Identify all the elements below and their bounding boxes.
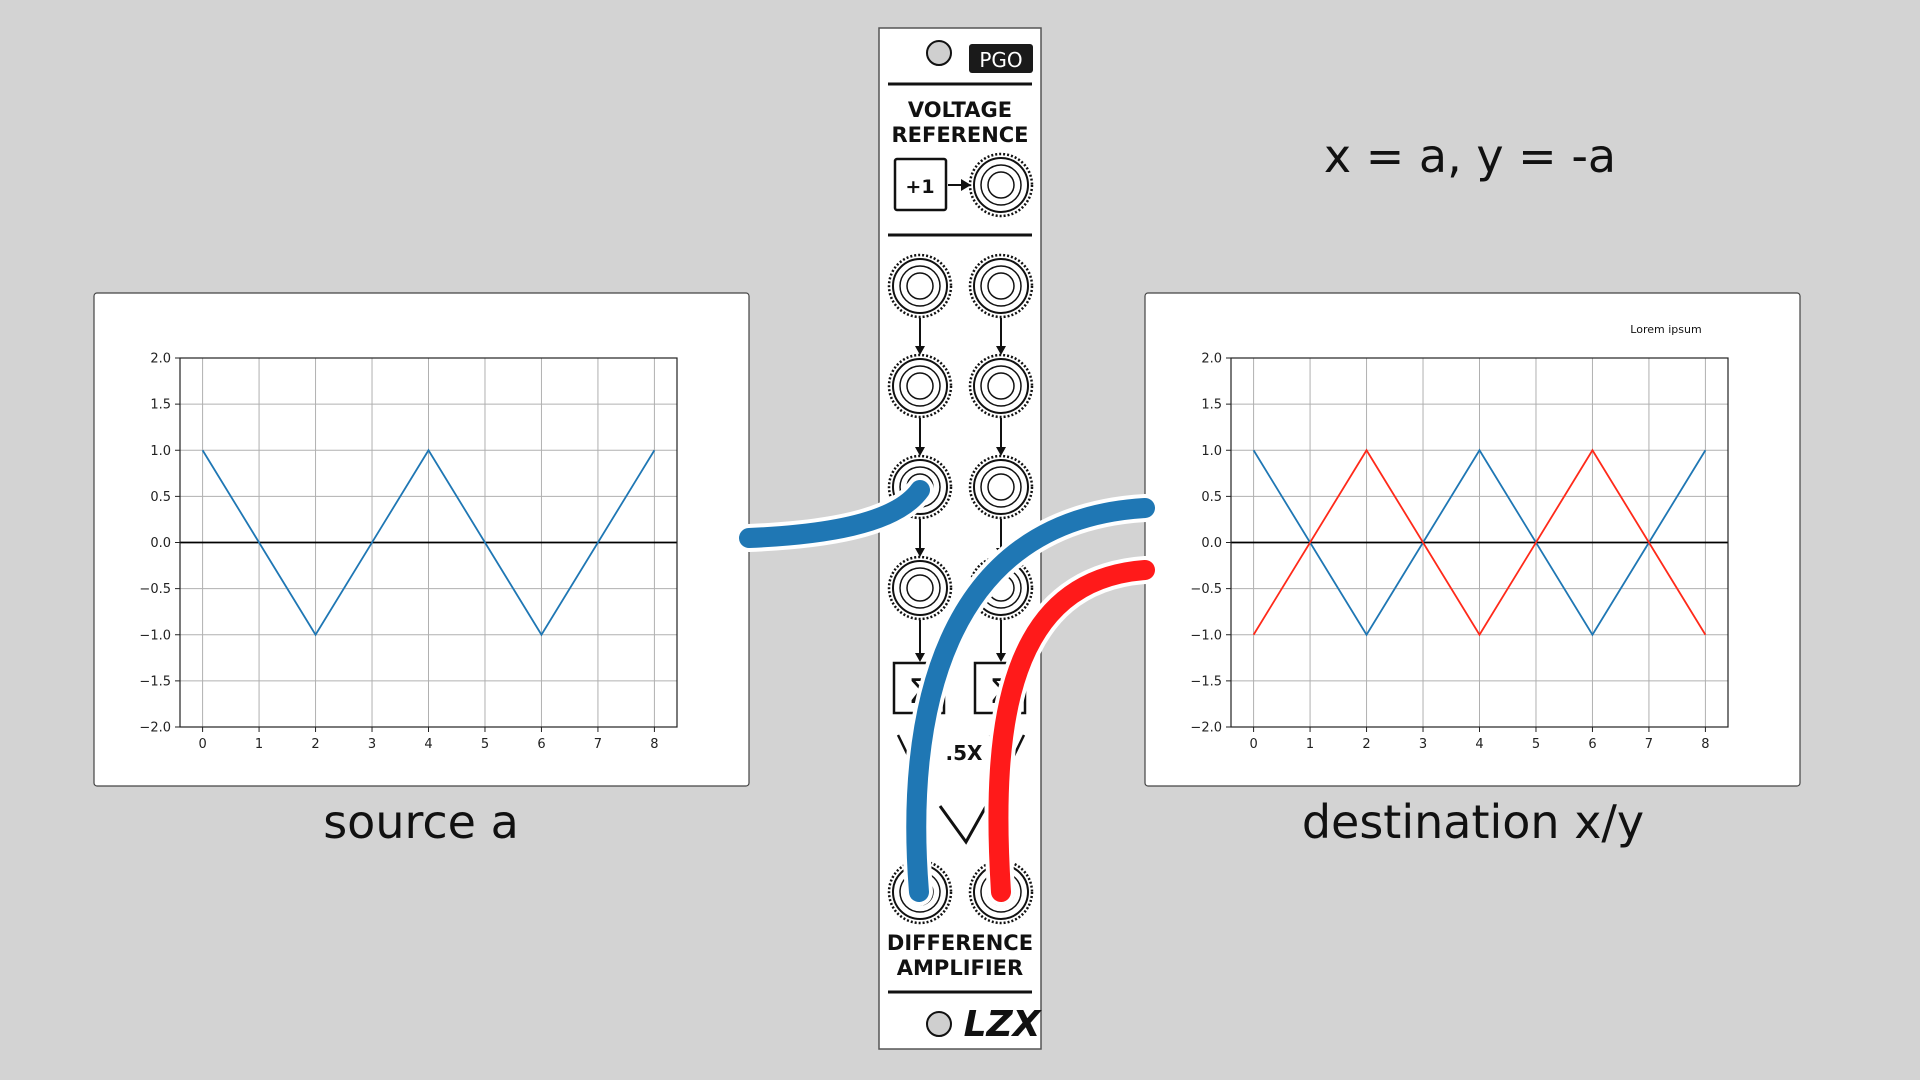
signal-arrow [915, 620, 925, 662]
series-line-0 [1252, 448, 1707, 637]
plot-frame [1230, 357, 1729, 728]
formula-label: x = a, y = -a [1324, 129, 1616, 183]
destination-caption: destination x/y [1302, 795, 1644, 849]
series-line-1 [1252, 448, 1707, 637]
y-tick-label: −1.5 [1190, 674, 1222, 689]
amplifier-label: AMPLIFIER [897, 956, 1023, 980]
y-tick-label: −0.5 [1190, 582, 1222, 597]
source-chart-panel: 0 1 2 3 4 5 6 7 8 2.0 1.5 1.0 0.5 0.0 −0.5 −1.0 −1.5 −2.0 [93, 292, 750, 787]
input-jack-right-1[interactable] [968, 353, 1034, 419]
y-tick-label: 2.0 [1201, 352, 1222, 367]
y-tick-label: 0.5 [150, 490, 171, 505]
x-tick-label: 8 [1701, 737, 1709, 752]
signal-arrow [915, 418, 925, 456]
plus-one-button[interactable] [893, 157, 948, 212]
y-tick-label: −1.0 [139, 628, 171, 643]
pgo-badge [969, 44, 1033, 73]
bottom-screw [926, 1011, 952, 1037]
reference-label: REFERENCE [891, 123, 1028, 147]
x-tick-label: 6 [537, 737, 545, 752]
x-tick-label: 3 [368, 737, 376, 752]
destination-chart: 0 1 2 3 4 5 6 7 8 2.0 1.5 1.0 0.5 0.0 −0.5 −1.0 −1.5 −2.0 [1190, 352, 1729, 752]
input-jack-left-1[interactable] [887, 353, 953, 419]
x-tick-label: 2 [311, 737, 319, 752]
y-tick-label: 0.0 [1201, 536, 1222, 551]
y-tick-label: −2.0 [139, 721, 171, 736]
signal-arrow [915, 318, 925, 355]
x-tick-label: 3 [1419, 737, 1427, 752]
y-tick-label: −1.5 [139, 674, 171, 689]
destination-chart-panel: 0 1 2 3 4 5 6 7 8 2.0 1.5 1.0 0.5 0.0 −0.5 −1.0 −1.5 −2.0… [1144, 292, 1801, 787]
input-jack-left-3[interactable] [887, 555, 953, 621]
pgo-badge-text: PGO [979, 48, 1022, 72]
signal-arrow [996, 418, 1006, 456]
top-screw [926, 40, 952, 66]
red-cable-destination [988, 560, 1155, 902]
plus-one-text: +1 [905, 176, 934, 198]
source-chart: 0 1 2 3 4 5 6 7 8 2.0 1.5 1.0 0.5 0.0 −0.5 −1.0 −1.5 −2.0 [139, 352, 678, 752]
input-jack-right-2[interactable] [968, 454, 1034, 520]
cables [735, 476, 1159, 906]
x-tick-label: 5 [481, 737, 489, 752]
input-jack-right-0[interactable] [968, 253, 1034, 319]
plot-frame [179, 357, 678, 728]
x-tick-label: 0 [1249, 737, 1257, 752]
x-tick-label: 0 [198, 737, 206, 752]
x-tick-label: 6 [1588, 737, 1596, 752]
y-tick-label: 1.5 [1201, 398, 1222, 413]
y-tick-label: −1.0 [1190, 628, 1222, 643]
signal-arrow [915, 519, 925, 557]
pgo-module: PGO VOLTAGE REFERENCE +1 Σ Σ .5X DIFFERE… [878, 27, 1043, 1050]
y-tick-label: 1.0 [1201, 444, 1222, 459]
x-tick-label: 1 [1306, 737, 1314, 752]
ref-arrowhead [961, 179, 971, 191]
series-line-0 [201, 448, 656, 637]
x-tick-label: 1 [255, 737, 263, 752]
source-caption: source a [323, 795, 519, 849]
voltage-label: VOLTAGE [908, 98, 1012, 122]
y-tick-label: −2.0 [1190, 721, 1222, 736]
y-tick-label: 2.0 [150, 352, 171, 367]
blue-cable-destination [906, 498, 1155, 902]
signal-arrow [996, 620, 1006, 662]
input-jack-left-0[interactable] [887, 253, 953, 319]
x-tick-label: 8 [650, 737, 658, 752]
x-tick-label: 7 [1645, 737, 1653, 752]
blue-cable-source [739, 480, 930, 548]
difference-label: DIFFERENCE [887, 931, 1033, 955]
signal-arrow [996, 318, 1006, 355]
y-tick-label: 1.0 [150, 444, 171, 459]
x-tick-label: 2 [1362, 737, 1370, 752]
gain-label: .5X [946, 741, 984, 765]
x-tick-label: 5 [1532, 737, 1540, 752]
x-tick-label: 4 [424, 737, 432, 752]
y-tick-label: −0.5 [139, 582, 171, 597]
lzx-logo: LZX [964, 1004, 1043, 1045]
y-tick-label: 0.0 [150, 536, 171, 551]
reference-output-jack[interactable] [968, 152, 1034, 218]
x-tick-label: 7 [594, 737, 602, 752]
legend-text: Lorem ipsum [1630, 323, 1701, 336]
x-tick-label: 4 [1475, 737, 1483, 752]
y-tick-label: 0.5 [1201, 490, 1222, 505]
y-tick-label: 1.5 [150, 398, 171, 413]
